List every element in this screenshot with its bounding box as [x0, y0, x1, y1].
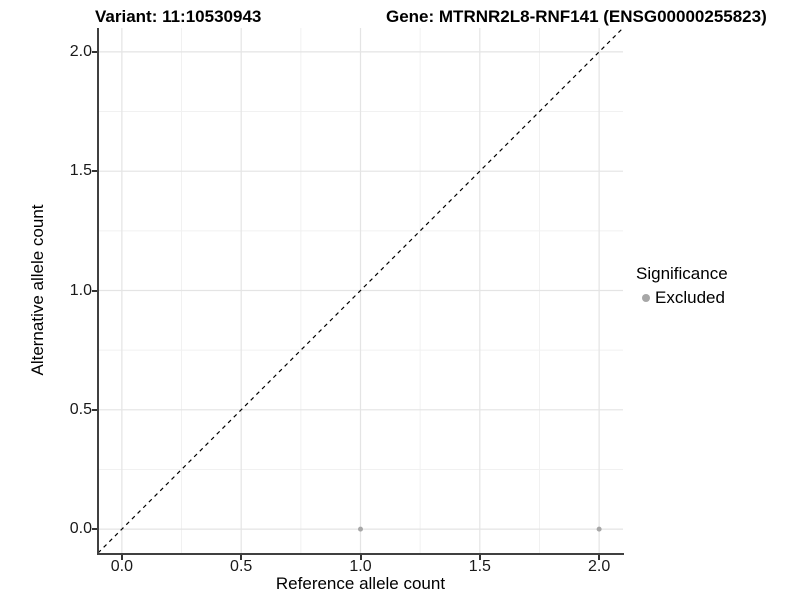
y-tick-label: 2.0 — [69, 42, 92, 60]
x-axis-line — [97, 553, 624, 555]
x-tick-mark — [120, 555, 123, 560]
x-tick-mark — [598, 555, 601, 560]
plot-canvas — [97, 27, 624, 554]
y-tick-mark — [92, 289, 97, 292]
x-tick-label: 0.0 — [110, 558, 133, 575]
y-tick-mark — [92, 528, 97, 531]
plot-title-gene: Gene: MTRNR2L8-RNF141 (ENSG00000255823) — [386, 7, 767, 26]
legend: Significance Excluded — [636, 264, 728, 308]
plot-panel — [97, 27, 624, 554]
x-tick-label: 0.5 — [230, 558, 253, 575]
y-tick-label: 1.5 — [69, 162, 92, 180]
x-tick-label: 2.0 — [588, 558, 611, 575]
legend-title: Significance — [636, 264, 728, 283]
y-tick-label: 0.5 — [69, 400, 92, 418]
x-tick-mark — [478, 555, 481, 560]
legend-key-dot-icon — [642, 294, 650, 302]
identity-line — [97, 27, 624, 554]
y-axis-line — [97, 28, 99, 555]
legend-item-excluded: Excluded — [636, 288, 728, 308]
y-axis-title: Alternative allele count — [28, 204, 47, 376]
x-axis-title: Reference allele count — [275, 574, 446, 593]
plot-title-variant: Variant: 11:10530943 — [95, 7, 262, 26]
y-tick-mark — [92, 50, 97, 53]
x-tick-label: 1.0 — [349, 558, 372, 575]
x-tick-mark — [359, 555, 362, 560]
y-tick-mark — [92, 170, 97, 173]
y-tick-label: 1.0 — [69, 281, 92, 299]
y-tick-label: 0.0 — [69, 520, 92, 538]
data-point — [596, 526, 602, 532]
legend-item-label: Excluded — [655, 288, 725, 307]
x-tick-mark — [240, 555, 243, 560]
y-tick-mark — [92, 408, 97, 411]
data-point — [358, 526, 363, 532]
x-tick-label: 1.5 — [468, 558, 491, 575]
